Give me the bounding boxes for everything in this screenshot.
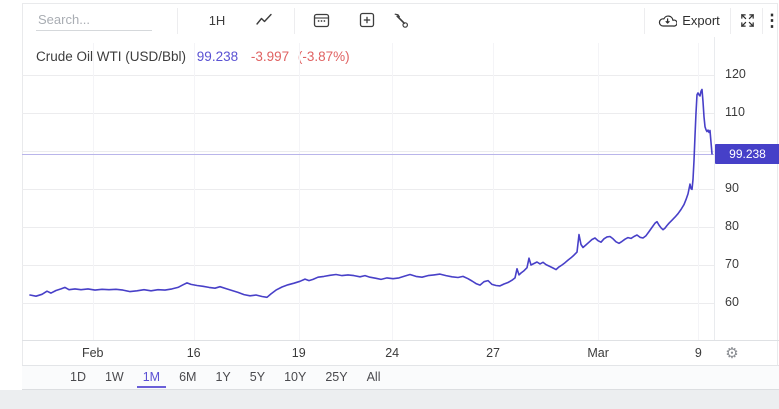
line-chart-icon[interactable] bbox=[242, 5, 286, 35]
quote-row: Crude Oil WTI (USD/Bbl) 99.238 -3.997 (-… bbox=[36, 49, 350, 64]
range-button-1w[interactable]: 1W bbox=[99, 367, 130, 388]
x-axis-label-16: 16 bbox=[186, 346, 201, 360]
toolbar-divider bbox=[730, 8, 731, 34]
last-price: 99.238 bbox=[196, 49, 239, 64]
range-row: 1D 1W 1M 6M 1Y 5Y 10Y 25Y All bbox=[22, 365, 779, 390]
current-price-line bbox=[22, 154, 714, 155]
h-gridline bbox=[22, 303, 714, 304]
instrument-title: Crude Oil WTI (USD/Bbl) bbox=[36, 49, 187, 64]
v-gridline bbox=[493, 43, 494, 340]
export-button[interactable]: Export bbox=[654, 5, 724, 35]
export-label: Export bbox=[682, 12, 720, 28]
v-gridline bbox=[299, 43, 300, 340]
v-gridline bbox=[194, 43, 195, 340]
y-axis-label-110: 110 bbox=[725, 105, 745, 119]
fullscreen-expand-icon[interactable] bbox=[734, 5, 760, 35]
price-series-line bbox=[29, 88, 713, 299]
gear-icon[interactable]: ⚙ bbox=[722, 344, 742, 364]
x-axis-label-Mar: Mar bbox=[587, 346, 609, 360]
y-axis-label-80: 80 bbox=[725, 219, 739, 233]
x-axis-label-27: 27 bbox=[486, 346, 501, 360]
bottom-strip bbox=[0, 390, 779, 409]
h-gridline bbox=[22, 151, 714, 152]
toolbar-divider bbox=[177, 8, 178, 34]
top-toolbar: 1H bbox=[22, 3, 779, 39]
v-gridline bbox=[698, 43, 699, 340]
toolbar-divider bbox=[762, 8, 763, 34]
y-axis-label-120: 120 bbox=[725, 67, 746, 81]
range-button-1d[interactable]: 1D bbox=[64, 367, 92, 388]
price-change-percent: (-3.87%) bbox=[297, 49, 350, 64]
y-axis-label-60: 60 bbox=[725, 295, 739, 309]
y-axis: 99.238 120 110 90 80 70 60 bbox=[714, 37, 779, 340]
range-button-6m[interactable]: 6M bbox=[173, 367, 202, 388]
range-button-1y[interactable]: 1Y bbox=[209, 367, 236, 388]
x-axis-label-Feb: Feb bbox=[81, 346, 104, 360]
chart-card bbox=[22, 3, 778, 390]
range-button-5y[interactable]: 5Y bbox=[244, 367, 271, 388]
range-button-10y[interactable]: 10Y bbox=[278, 367, 312, 388]
interval-button[interactable]: 1H bbox=[200, 5, 234, 35]
add-panel-icon[interactable] bbox=[352, 5, 382, 35]
x-axis-label-19: 19 bbox=[291, 346, 306, 360]
v-gridline bbox=[392, 43, 393, 340]
range-button-all[interactable]: All bbox=[361, 367, 387, 388]
toolbar-divider bbox=[294, 8, 295, 34]
x-axis-label-24: 24 bbox=[385, 346, 400, 360]
cloud-download-icon bbox=[659, 14, 678, 27]
range-button-25y[interactable]: 25Y bbox=[319, 367, 353, 388]
x-axis-label-9: 9 bbox=[694, 346, 702, 360]
plot-area[interactable] bbox=[22, 37, 714, 340]
search-input[interactable] bbox=[36, 9, 152, 31]
y-axis-label-70: 70 bbox=[725, 257, 739, 271]
kebab-menu-icon[interactable]: ⋮ bbox=[764, 5, 779, 35]
price-series-svg bbox=[29, 88, 713, 299]
price-change: -3.997 bbox=[250, 49, 290, 64]
v-gridline bbox=[598, 43, 599, 340]
x-axis: ⚙ Feb 16 19 24 27 Mar 9 bbox=[22, 340, 779, 366]
h-gridline bbox=[22, 227, 714, 228]
toolbar-divider bbox=[644, 8, 645, 34]
y-axis-label-90: 90 bbox=[725, 181, 739, 195]
range-button-1m[interactable]: 1M bbox=[136, 367, 167, 388]
h-gridline bbox=[22, 189, 714, 190]
calendar-icon[interactable] bbox=[306, 5, 336, 35]
h-gridline bbox=[22, 113, 714, 114]
h-gridline bbox=[22, 265, 714, 266]
v-gridline bbox=[93, 43, 94, 340]
tools-wrench-icon[interactable] bbox=[385, 5, 415, 35]
h-gridline bbox=[22, 75, 714, 76]
current-price-badge: 99.238 bbox=[715, 144, 779, 164]
